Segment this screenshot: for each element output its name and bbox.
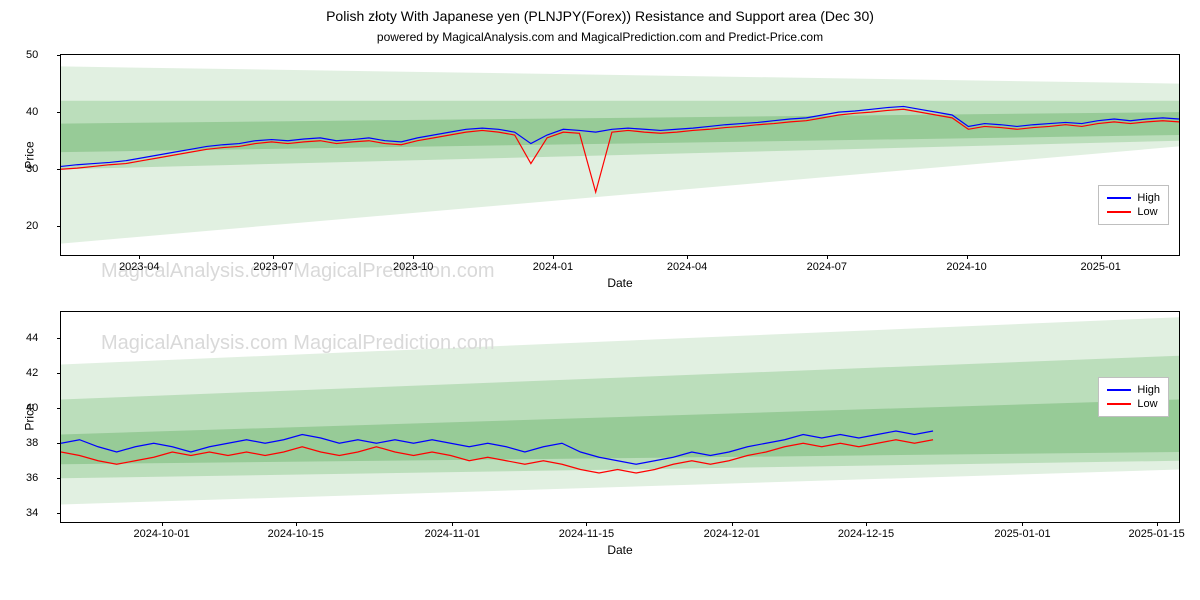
- xtick-label: 2025-01-01: [994, 528, 1050, 540]
- xtick-label: 2025-01-15: [1128, 528, 1184, 540]
- xtick-label: 2024-12-01: [704, 528, 760, 540]
- ytick-label: 40: [26, 402, 38, 414]
- legend-label-high: High: [1137, 384, 1160, 396]
- xtick-label: 2024-04: [667, 261, 707, 273]
- legend-line-low: [1107, 211, 1131, 213]
- chart-title: Polish złoty With Japanese yen (PLNJPY(F…: [0, 0, 1200, 24]
- legend-label-low: Low: [1137, 206, 1157, 218]
- bottom-legend: High Low: [1098, 377, 1169, 417]
- watermark: MagicalAnalysis.com MagicalPrediction.co…: [101, 260, 494, 283]
- ytick-label: 44: [26, 332, 38, 344]
- ytick-label: 30: [26, 163, 38, 175]
- xtick-label: 2024-07: [807, 261, 847, 273]
- bottom-xlabel: Date: [607, 543, 632, 557]
- xtick-label: 2023-10: [393, 261, 433, 273]
- xtick-label: 2023-07: [253, 261, 293, 273]
- legend-label-low: Low: [1137, 398, 1157, 410]
- ytick-label: 36: [26, 472, 38, 484]
- legend-item-high: High: [1107, 192, 1160, 204]
- ytick-label: 42: [26, 367, 38, 379]
- xtick-label: 2024-10-15: [268, 528, 324, 540]
- legend-label-high: High: [1137, 192, 1160, 204]
- legend-line-high: [1107, 389, 1131, 391]
- chart-subtitle: powered by MagicalAnalysis.com and Magic…: [0, 24, 1200, 44]
- legend-item-low: Low: [1107, 398, 1160, 410]
- legend-line-low: [1107, 403, 1131, 405]
- legend-line-high: [1107, 197, 1131, 199]
- xtick-label: 2024-10-01: [133, 528, 189, 540]
- xtick-label: 2025-01: [1081, 261, 1121, 273]
- top-plot-svg: [61, 55, 1179, 255]
- chart-container: Polish złoty With Japanese yen (PLNJPY(F…: [0, 0, 1200, 600]
- xtick-label: 2023-04: [119, 261, 159, 273]
- top-chart: Price Date High Low MagicalAnalysis.com …: [60, 54, 1180, 256]
- ytick-label: 20: [26, 220, 38, 232]
- bottom-chart: Price Date High Low MagicalAnalysis.com …: [60, 311, 1180, 523]
- xtick-label: 2024-01: [533, 261, 573, 273]
- xtick-label: 2024-11-15: [559, 528, 614, 540]
- ytick-label: 40: [26, 106, 38, 118]
- legend-item-low: Low: [1107, 206, 1160, 218]
- ytick-label: 34: [26, 507, 38, 519]
- top-xlabel: Date: [607, 276, 632, 290]
- xtick-label: 2024-10: [946, 261, 986, 273]
- ytick-label: 38: [26, 437, 38, 449]
- ytick-label: 50: [26, 49, 38, 61]
- legend-item-high: High: [1107, 384, 1160, 396]
- top-legend: High Low: [1098, 185, 1169, 225]
- xtick-label: 2024-12-15: [838, 528, 894, 540]
- xtick-label: 2024-11-01: [425, 528, 480, 540]
- bottom-plot-svg: [61, 312, 1179, 522]
